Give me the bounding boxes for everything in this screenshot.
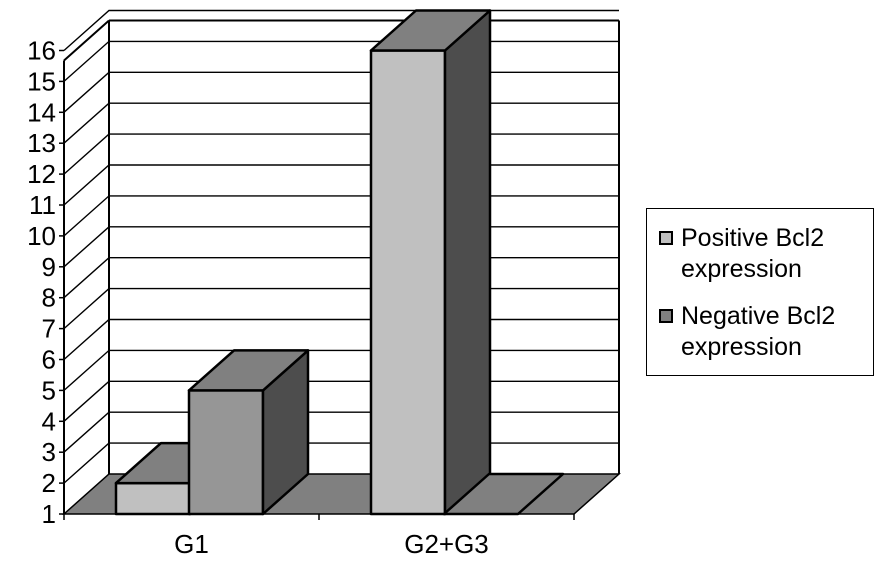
y-tick-label: 2 (42, 468, 56, 498)
bar-front-face (187, 389, 265, 516)
legend-label-negative: Negative Bcl2 expression (681, 302, 836, 361)
y-tick-label: 11 (29, 190, 56, 220)
chart-walls (63, 9, 620, 514)
gridline (63, 133, 619, 175)
y-tick-label: 14 (27, 97, 56, 127)
chart-bars (114, 9, 565, 516)
bar-top-face (187, 349, 310, 392)
y-tick-label: 1 (42, 499, 56, 529)
y-tick-label: 12 (27, 159, 56, 189)
gridline (63, 71, 619, 113)
gridline (63, 102, 619, 144)
y-tick-label: 7 (42, 314, 56, 344)
y-tick-label: 3 (42, 437, 56, 467)
bar-1-0 (369, 9, 492, 516)
y-tick-label: 6 (42, 345, 56, 375)
y-tick-label: 13 (27, 128, 56, 158)
gridline (63, 380, 619, 422)
gridline (63, 411, 619, 453)
bar-front-face (369, 49, 447, 516)
bar-front-face (114, 481, 192, 516)
legend-swatch-positive (659, 231, 673, 245)
x-axis-categories: G1 G2+G3 (63, 514, 575, 559)
gridline (63, 287, 619, 330)
legend-label-positive: Positive Bcl2 expression (681, 224, 825, 283)
gridline (63, 257, 619, 299)
y-tick-label: 15 (27, 66, 56, 96)
gridline (63, 318, 619, 361)
bar-1-1 (442, 472, 565, 516)
y-tick-label: 10 (27, 221, 56, 251)
gridline (63, 195, 619, 237)
bar-0-1 (187, 349, 310, 516)
y-tick-label: 5 (42, 375, 56, 405)
gridline (63, 349, 619, 391)
y-tick-label: 16 (27, 36, 56, 66)
y-tick-label: 4 (42, 406, 56, 436)
chart-legend: Positive Bcl2 expression Negative Bcl2 e… (646, 208, 874, 376)
wall-top-diagonal (63, 19, 110, 62)
bar-top-face (442, 472, 565, 516)
gridline (63, 164, 619, 206)
bar-top-face (369, 9, 492, 52)
gridline (63, 9, 619, 52)
x-category-label: G1 (174, 529, 209, 559)
y-tick-label: 9 (42, 252, 56, 282)
legend-swatch-negative (659, 309, 673, 323)
gridline (63, 226, 619, 268)
x-category-label: G2+G3 (404, 529, 489, 559)
gridline (63, 40, 619, 82)
bar-side-face (443, 9, 492, 516)
y-tick-label: 8 (42, 283, 56, 313)
